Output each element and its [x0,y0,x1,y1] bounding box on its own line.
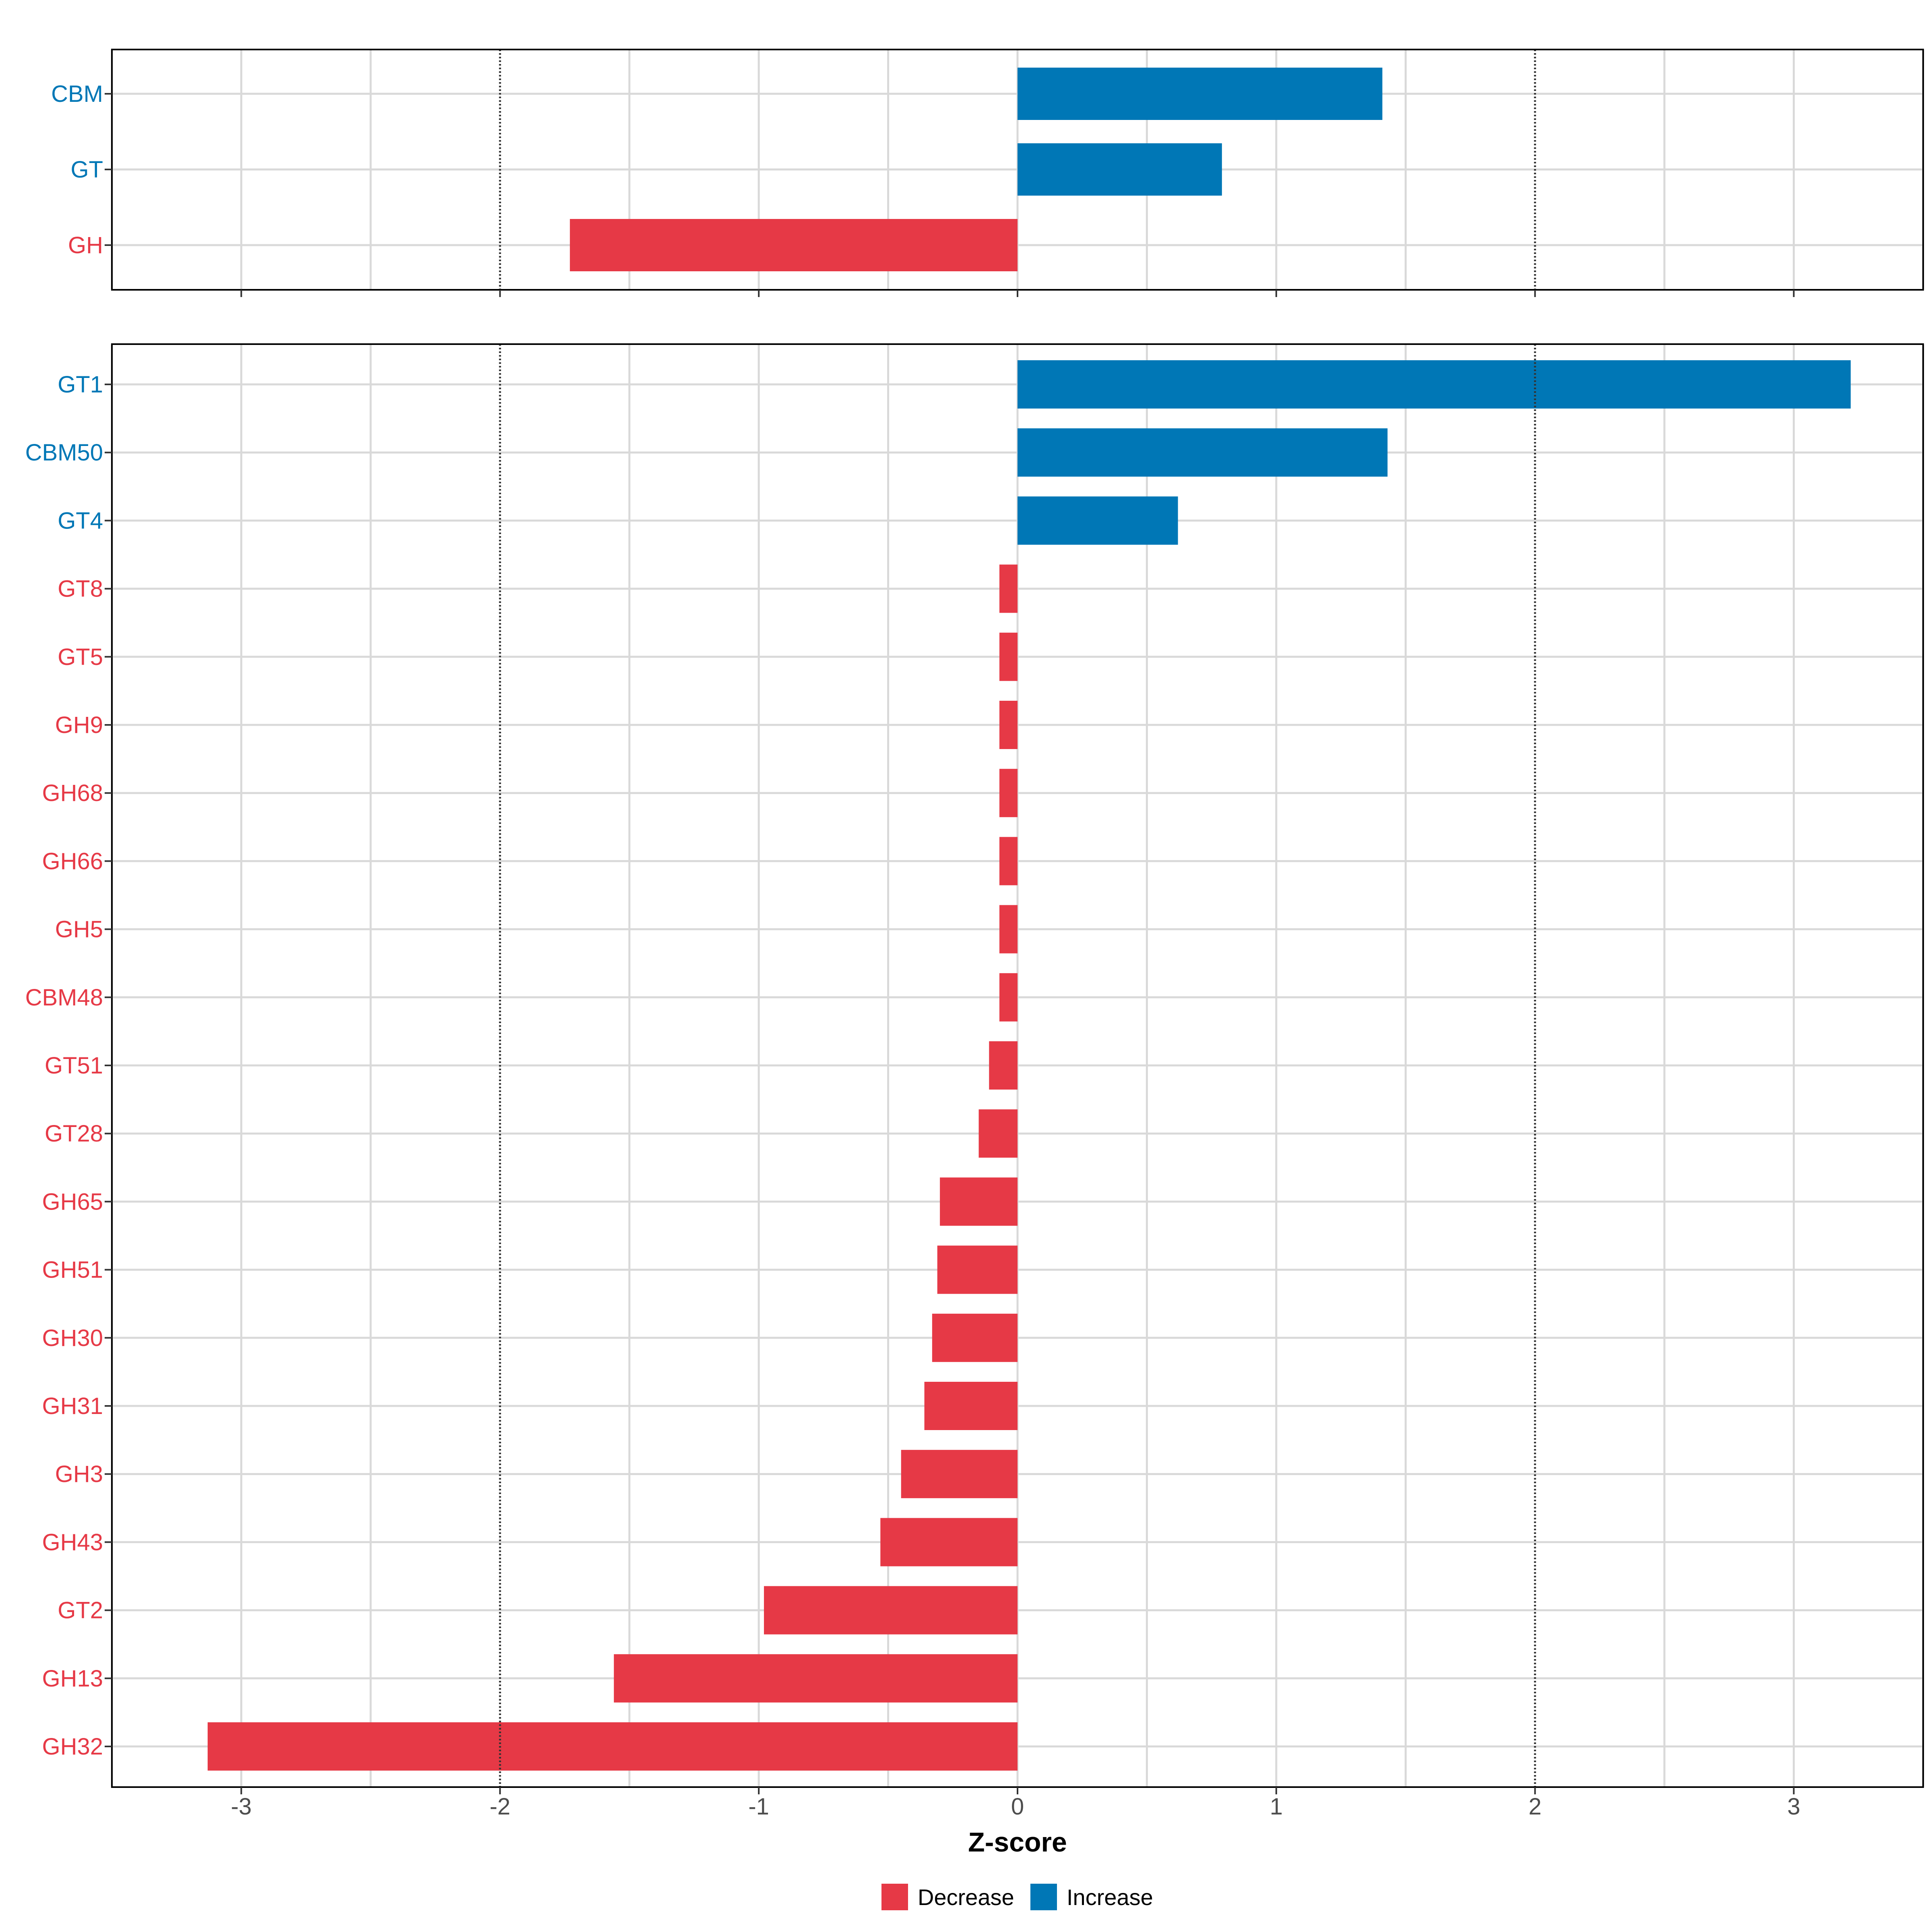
bar-gt4 [1018,496,1178,545]
legend: Decrease Increase [881,1884,1153,1910]
x-tick-label: 3 [1787,1794,1800,1820]
x-tick-label: 1 [1270,1794,1283,1820]
x-axis: -3 -2 -1 0 1 2 3 [231,1794,1800,1820]
bar-gh13 [614,1654,1018,1703]
category-label: GT4 [58,508,103,534]
category-label: GT8 [58,576,103,602]
category-label: GH31 [42,1393,103,1419]
x-tick-label: -2 [489,1794,510,1820]
bar-gh65 [940,1177,1018,1226]
category-label: CBM50 [25,440,103,466]
category-label: GH68 [42,780,103,806]
bar-gt [1018,143,1222,196]
bar-cbm48 [999,973,1018,1022]
bar-gh [570,219,1018,271]
category-label: GH9 [55,712,103,738]
category-label: GH5 [55,916,103,943]
category-label: CBM [51,81,103,107]
bar-gt8 [999,564,1018,613]
x-axis-title: Z-score [968,1827,1067,1858]
bar-cbm50 [1018,428,1388,477]
category-label: GH30 [42,1325,103,1351]
bar-cbm [1018,68,1383,120]
category-label: GT [70,157,103,183]
bar-gt1 [1018,360,1851,409]
bottom-panel: GT1 CBM50 GT4 GT8 GT5 GH9 GH68 GH66 GH5 CBM48 GT51… [25,343,1924,1794]
top-panel: CBM GT GH [51,49,1924,297]
category-label: GH [68,232,103,258]
x-tick-label: 2 [1529,1794,1542,1820]
category-label: GH3 [55,1461,103,1487]
category-label: CBM48 [25,985,103,1011]
category-label: GH65 [42,1189,103,1215]
x-tick-label: -1 [748,1794,769,1820]
bar-gh68 [999,769,1018,817]
bar-gh31 [924,1382,1018,1430]
category-label: GT51 [45,1053,103,1079]
category-label: GT1 [58,372,103,398]
bar-gh3 [901,1450,1018,1499]
category-label: GH32 [42,1734,103,1760]
category-label: GT28 [45,1121,103,1147]
category-label: GT5 [58,644,103,670]
bar-gh32 [207,1722,1018,1771]
bar-gt51 [989,1041,1018,1090]
bar-gh51 [937,1245,1018,1294]
bar-gt2 [764,1586,1018,1635]
category-label: GH51 [42,1257,103,1283]
legend-swatch-decrease [881,1884,908,1910]
category-label: GT2 [58,1598,103,1624]
legend-label-increase: Increase [1067,1885,1153,1910]
bar-gh9 [999,701,1018,749]
category-label: GH13 [42,1666,103,1692]
x-tick-label: 0 [1011,1794,1024,1820]
bar-gt28 [978,1109,1018,1158]
bar-gh30 [932,1313,1018,1362]
legend-label-decrease: Decrease [918,1885,1014,1910]
category-label: GH43 [42,1529,103,1555]
x-tick-label: -3 [231,1794,252,1820]
bar-gh43 [880,1518,1018,1567]
bar-gh66 [999,837,1018,886]
legend-swatch-increase [1030,1884,1057,1910]
category-label: GH66 [42,848,103,874]
bar-gh5 [999,905,1018,954]
bar-gt5 [999,632,1018,681]
